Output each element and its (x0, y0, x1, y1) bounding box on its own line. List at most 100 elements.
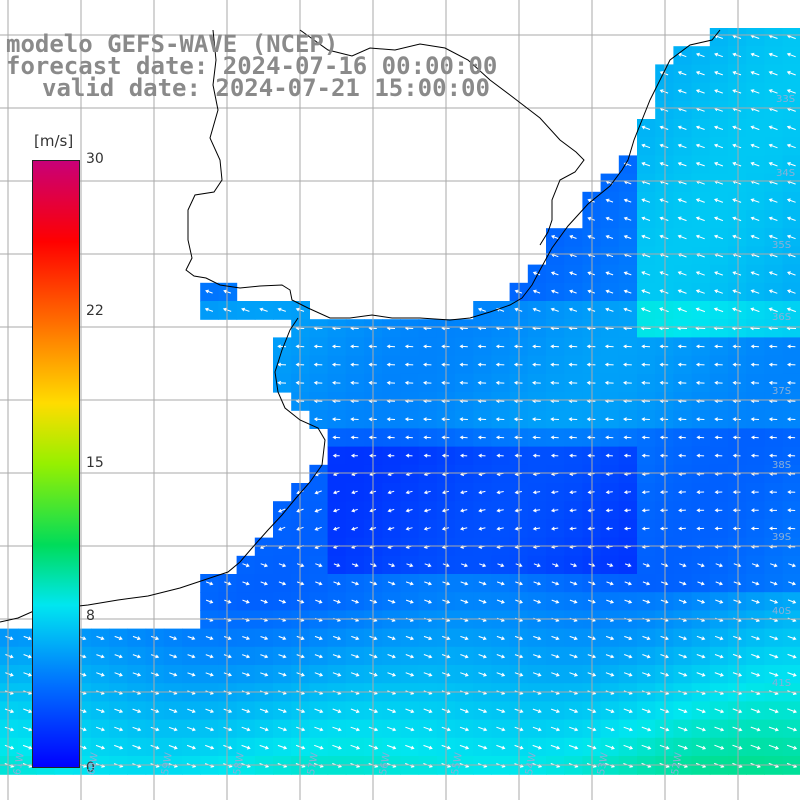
wind-arrow (786, 89, 796, 94)
wind-arrow (714, 89, 723, 94)
wind-arrow (750, 708, 761, 714)
wind-arrow (732, 708, 743, 714)
wind-arrow (259, 307, 268, 312)
wind-arrow (478, 654, 487, 659)
wind-arrow (640, 307, 651, 313)
wind-arrow (4, 744, 15, 750)
wind-arrow (642, 599, 651, 604)
wind-arrow (569, 654, 578, 659)
wind-arrow (732, 52, 742, 58)
wind-arrow (241, 726, 251, 732)
wind-arrow (151, 635, 160, 641)
wind-arrow (96, 708, 105, 713)
wind-arrow (313, 344, 323, 349)
wind-arrow (714, 362, 723, 367)
wind-arrow (679, 581, 687, 586)
wind-arrow (478, 635, 487, 641)
wind-arrow (787, 344, 796, 349)
wind-arrow (551, 581, 560, 586)
wind-arrow (642, 581, 651, 586)
wind-arrow (659, 726, 670, 732)
wind-arrow (750, 744, 761, 750)
wind-arrow (387, 599, 396, 604)
wind-arrow (478, 708, 488, 713)
wind-arrow (677, 344, 687, 349)
wind-arrow (350, 726, 361, 732)
wind-arrow (187, 636, 196, 640)
wind-arrow (641, 453, 650, 458)
wind-arrow (641, 344, 651, 349)
wind-arrow (697, 563, 705, 568)
wind-arrow (150, 708, 160, 713)
wind-arrow (4, 726, 15, 732)
wind-arrow (496, 526, 504, 531)
wind-arrow (605, 198, 614, 203)
wind-arrow (423, 453, 431, 458)
wind-arrow (696, 417, 705, 422)
wind-arrow (605, 654, 615, 659)
wind-arrow (550, 453, 559, 458)
wind-arrow (641, 435, 650, 440)
wind-arrow (714, 490, 723, 495)
wind-arrow (332, 508, 340, 513)
wind-arrow (314, 672, 324, 677)
wind-arrow (532, 453, 541, 458)
wind-arrow (770, 581, 778, 586)
wind-arrow (641, 271, 651, 276)
wind-arrow (568, 435, 577, 440)
wind-arrow (695, 143, 705, 149)
wind-arrow (623, 417, 632, 422)
wind-arrow (386, 344, 396, 349)
wind-arrow (641, 198, 651, 203)
wind-arrow (605, 307, 614, 312)
wind-arrow (550, 508, 559, 513)
wind-arrow (659, 417, 669, 422)
wind-arrow (405, 526, 413, 531)
wind-arrow (333, 635, 342, 641)
wind-arrow (351, 490, 358, 495)
wind-arrow (677, 726, 688, 732)
wind-arrow (696, 708, 706, 714)
wind-arrow (496, 508, 504, 513)
wind-arrow (23, 726, 33, 732)
wind-arrow (641, 162, 651, 167)
wind-arrow (386, 435, 395, 440)
wind-arrow (568, 307, 578, 312)
wind-arrow (278, 526, 286, 531)
wind-arrow (333, 563, 341, 567)
wind-arrow (750, 125, 760, 131)
wind-arrow (623, 216, 632, 221)
wind-arrow (678, 526, 686, 531)
wind-arrow (150, 744, 160, 750)
wind-arrow (714, 216, 724, 222)
wind-arrow (114, 635, 123, 641)
wind-arrow (96, 635, 105, 641)
wind-arrow (533, 654, 542, 659)
wind-arrow (678, 708, 688, 714)
wind-arrow (331, 362, 341, 367)
wind-arrow (351, 563, 359, 567)
wind-arrow (314, 654, 323, 659)
wind-arrow (22, 744, 33, 750)
wind-arrow (532, 307, 541, 312)
wind-arrow (479, 563, 487, 568)
wind-arrow (278, 563, 287, 568)
wind-arrow (605, 289, 614, 294)
wind-arrow (205, 599, 214, 604)
wind-arrow (678, 435, 686, 440)
wind-arrow (770, 563, 778, 568)
wind-arrow (550, 344, 560, 349)
wind-arrow (750, 453, 759, 458)
wind-arrow (623, 708, 633, 714)
wind-arrow (332, 380, 341, 385)
wind-arrow (205, 744, 215, 750)
wind-arrow (406, 563, 414, 568)
wind-arrow (714, 344, 723, 349)
wind-arrow (604, 362, 614, 367)
wind-arrow (659, 143, 669, 149)
wind-arrow (386, 417, 396, 422)
wind-arrow (478, 453, 486, 458)
wind-arrow (331, 344, 341, 349)
wind-arrow (605, 526, 613, 531)
wind-arrow (332, 417, 341, 422)
